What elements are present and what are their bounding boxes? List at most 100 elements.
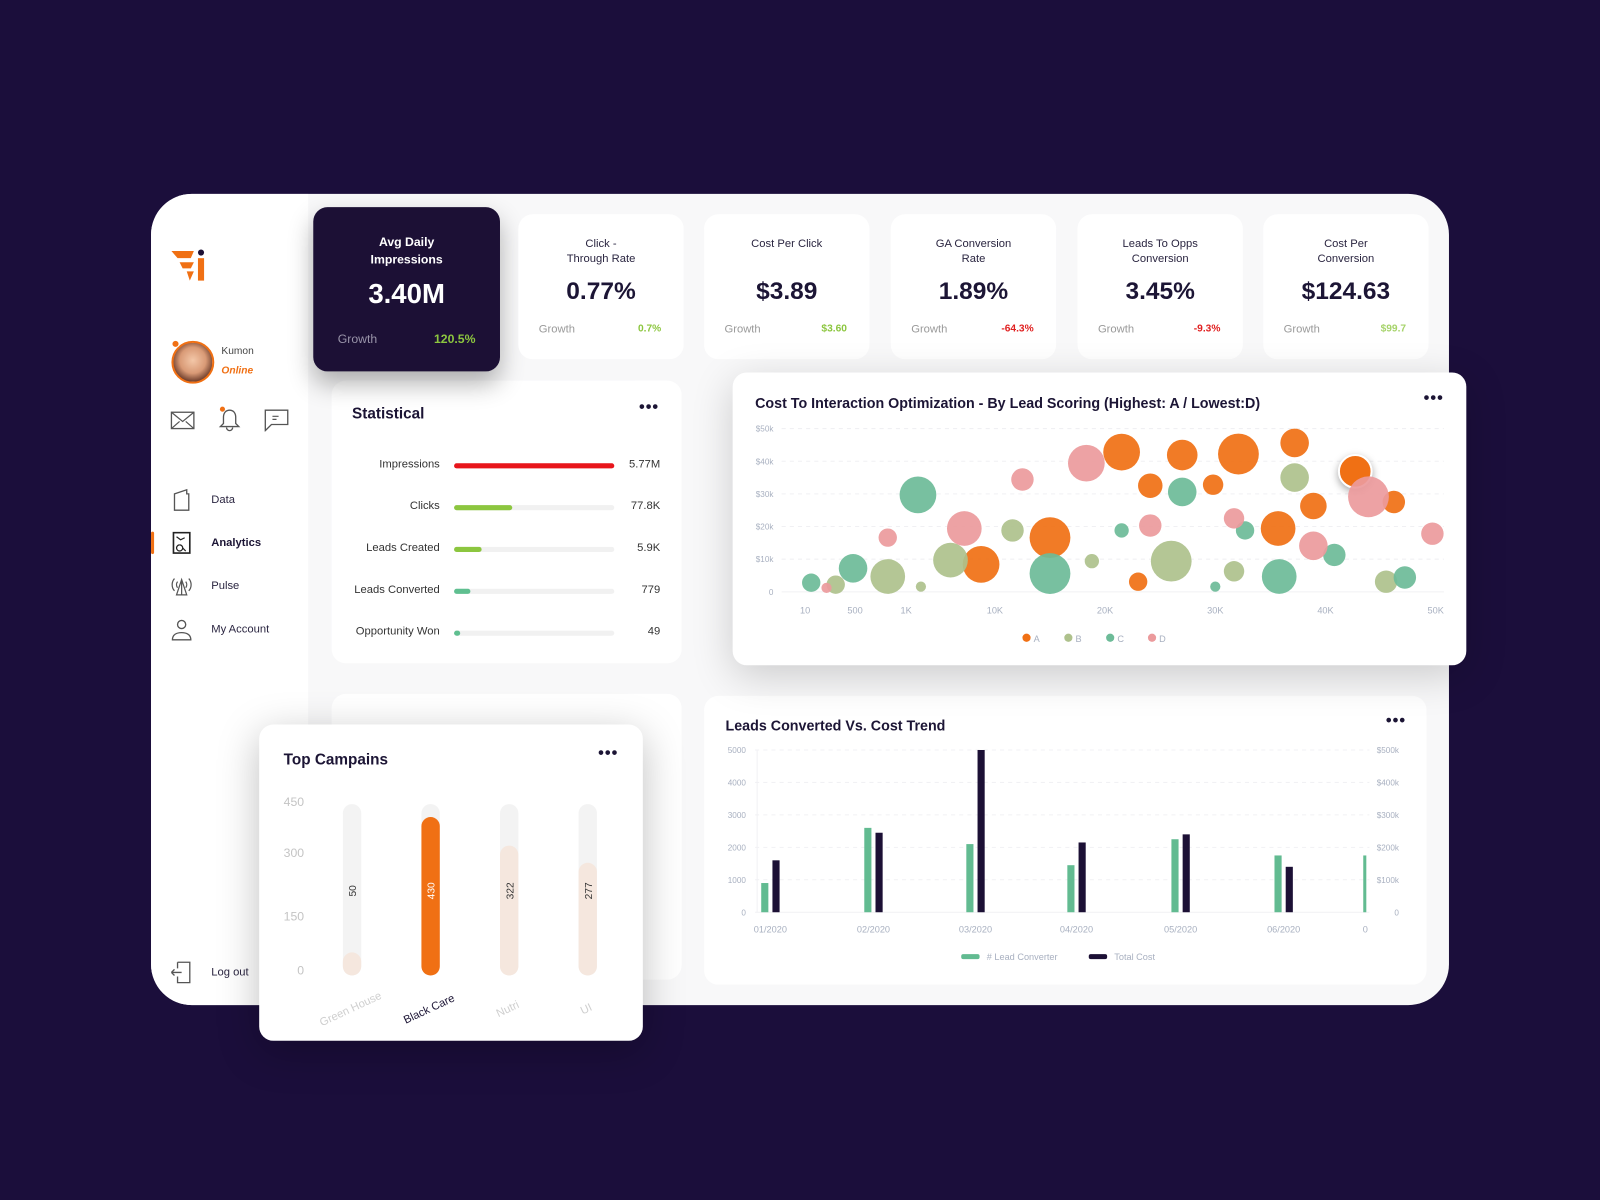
campaign-category-label: Nutri: [495, 999, 522, 1020]
bubble-c: [802, 573, 821, 592]
y-tick-label: $50k: [756, 425, 775, 434]
campaign-value-label: 277: [584, 882, 595, 899]
stat-value: 5.77M: [628, 458, 661, 471]
leads-cost-more-button[interactable]: •••: [1385, 712, 1407, 730]
x-tick-label: 05/2020: [1164, 925, 1197, 935]
kpi-value: 3.45%: [1125, 277, 1195, 306]
kpi-growth-value: 0.7%: [637, 323, 662, 335]
y-tick-label: $10k: [756, 555, 775, 564]
bubble-d: [878, 528, 897, 547]
scatter-more-button[interactable]: •••: [1423, 389, 1444, 408]
mail-icon[interactable]: [170, 411, 195, 430]
avatar[interactable]: [171, 340, 215, 384]
sidebar-item-label: My Account: [211, 623, 270, 636]
top-campaigns-more-button[interactable]: •••: [598, 744, 619, 763]
sidebar-item-label: Data: [211, 493, 235, 507]
y-tick-label: 0: [297, 963, 304, 977]
kpi-growth-value: -9.3%: [1193, 323, 1221, 335]
logout-button[interactable]: Log out: [170, 961, 249, 984]
legend-marker-total-cost: [1088, 954, 1108, 960]
kpi-growth-label: Growth: [337, 331, 378, 346]
kpi-card[interactable]: GA Conversion Rate 1.89% Growth -64.3%: [890, 214, 1057, 360]
bar-lead-converter: [864, 827, 872, 913]
kpi-card[interactable]: Leads To Opps Conversion 3.45% Growth -9.3%: [1077, 214, 1243, 360]
campaign-category-label: Green House: [318, 990, 384, 1029]
kpi-card[interactable]: Cost Per Conversion $124.63 Growth $99.7: [1263, 214, 1429, 360]
bubble-a: [1166, 439, 1198, 471]
stat-bar-fill: [454, 546, 482, 553]
kpi-title: GA Conversion Rate: [935, 237, 1012, 266]
bell-icon[interactable]: [218, 406, 241, 433]
kpi-growth-label: Growth: [911, 323, 948, 336]
kpi-title: Cost Per Conversion: [1317, 237, 1375, 266]
legend-label: Total Cost: [1114, 952, 1155, 962]
kpi-growth-value: 120.5%: [433, 331, 476, 346]
x-tick-label: 10K: [987, 605, 1004, 615]
logout-label: Log out: [211, 966, 249, 979]
stat-label: Opportunity Won: [355, 625, 440, 638]
user-name: Kumon: [221, 345, 254, 358]
bar-lead-converter: [1274, 855, 1282, 913]
bubble-b: [1084, 553, 1100, 569]
bubble-a: [962, 546, 1000, 583]
statistical-more-button[interactable]: •••: [638, 398, 660, 417]
stat-label: Clicks: [409, 499, 440, 513]
analytics-icon: [172, 531, 191, 554]
leads-cost-chart: 0 0 1000 $100k 2000 $200k 3000 $300k 4000 $400k 50…: [728, 746, 1400, 962]
campaign-category-label: UI: [579, 1002, 594, 1018]
sidebar-item-analytics[interactable]: Analytics: [170, 531, 262, 554]
left-axis-tick: 2000: [728, 843, 747, 852]
y-tick-label: $30k: [756, 490, 775, 499]
sidebar-item-my-account[interactable]: My Account: [170, 618, 270, 641]
sidebar-item-pulse[interactable]: Pulse: [170, 574, 239, 596]
campaign-bar-fill: [578, 862, 597, 976]
chat-icon[interactable]: [264, 409, 289, 432]
x-tick-label: 02/2020: [857, 925, 890, 935]
campaign-value-label: 430: [427, 882, 438, 899]
kpi-card[interactable]: Cost Per Click $3.89 Growth $3.60: [704, 214, 870, 360]
x-tick-label: 20K: [1097, 605, 1114, 615]
campaign-value-label: 50: [348, 885, 359, 897]
stat-row: Leads Created 5.9K: [332, 542, 682, 556]
stat-value: 77.8K: [630, 499, 661, 513]
kpi-growth-value: -64.3%: [1001, 323, 1034, 335]
bubble-a: [1103, 433, 1140, 471]
campaign-bar-fill: [499, 845, 519, 976]
stat-bar-track: [454, 630, 615, 636]
x-tick-label: 04/2020: [1060, 925, 1093, 935]
y-tick-label: $40k: [756, 457, 775, 466]
top-campaigns-title: Top Campains: [283, 751, 388, 769]
scatter-card: Cost To Interaction Optimization - By Le…: [732, 372, 1467, 666]
right-axis-tick: $500k: [1377, 746, 1400, 755]
bubble-b: [1223, 561, 1245, 582]
bubble-b: [933, 542, 968, 578]
kpi-card-avg-daily-impressions[interactable]: Avg Daily Impressions 3.40M Growth 120.5…: [313, 207, 500, 372]
antenna-icon: [171, 577, 192, 596]
sidebar-item-data[interactable]: Data: [170, 488, 235, 511]
scatter-chart: 0 $10k $20k $30k $40k $50k 10 500 1K 10K 20K 30K 40K…: [756, 425, 1445, 644]
top-campaigns-card: Top Campains ••• 0 150 300 450 50 Green House…: [259, 724, 643, 1041]
bar-total-cost: [1182, 834, 1190, 913]
x-tick-label: 1K: [901, 605, 913, 615]
left-axis-tick: 0: [741, 908, 746, 917]
bubble-b: [870, 559, 906, 594]
sidebar-item-label: Analytics: [211, 536, 262, 549]
right-axis-tick: $300k: [1377, 811, 1400, 820]
x-tick-label: 0: [1363, 925, 1368, 935]
bubble-b: [1374, 570, 1398, 593]
legend-marker-a: [1022, 633, 1031, 642]
kpi-growth-label: Growth: [1283, 323, 1320, 336]
bubble-d: [1421, 522, 1444, 545]
y-tick-label: $20k: [756, 523, 775, 532]
user-icon: [171, 619, 192, 641]
y-tick-label: 150: [284, 909, 305, 923]
kpi-growth-value: $99.7: [1380, 323, 1407, 335]
bubble-c: [1167, 477, 1197, 507]
bar-lead-converter: [1171, 839, 1179, 913]
statistical-card: Statistical ••• Impressions 5.77M Clicks 77…: [331, 380, 682, 664]
bubble-c: [838, 554, 868, 583]
kpi-card[interactable]: Click - Through Rate 0.77% Growth 0.7%: [518, 214, 684, 360]
bar-total-cost: [1078, 842, 1086, 913]
bubble-a: [1202, 474, 1224, 495]
bubble-a: [1280, 428, 1309, 458]
